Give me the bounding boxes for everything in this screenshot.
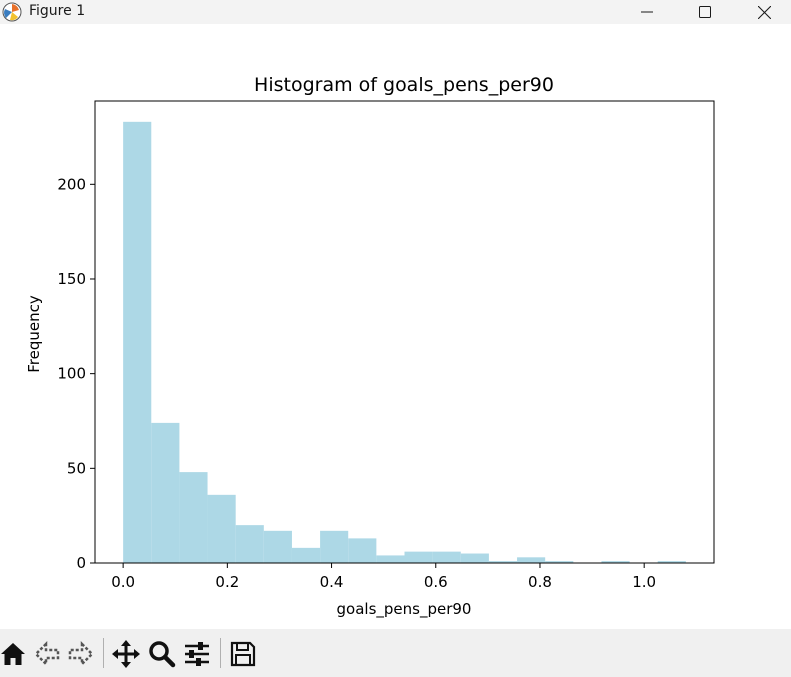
histogram-bar [657,561,686,563]
save-icon [230,641,256,667]
histogram-bar [432,551,461,563]
histogram-bar [263,530,292,563]
histogram-bar [376,555,405,563]
histogram-bar [123,121,152,563]
minimize-icon [641,11,653,13]
toolbar-separator [103,638,104,668]
histogram-bar [601,561,630,563]
histogram-bar [517,557,546,563]
window-title: Figure 1 [29,3,86,19]
histogram-bar [235,525,264,563]
y-tick-label: 50 [67,459,86,477]
histogram-bar [151,422,180,563]
close-icon [757,5,771,19]
histogram-chart: 0.0 0.2 0.4 0.6 0.8 1.0 0 50 100 150 200 Histogra… [25,74,715,619]
y-tick-label: 100 [57,365,86,383]
x-tick-label: 1.0 [632,573,656,591]
configure-subplots-button[interactable] [181,637,213,671]
matplotlib-icon [2,2,22,22]
back-button[interactable] [31,637,63,671]
toolbar-separator [220,638,221,668]
histogram-bar [320,530,349,563]
histogram-bar [488,561,518,563]
y-tick-label: 150 [57,270,86,288]
y-axis-label: Frequency [25,295,43,373]
y-axis-ticks: 0 50 100 150 200 [57,175,95,572]
histogram-bar [179,472,208,563]
save-button[interactable] [227,637,259,671]
x-tick-label: 0.6 [424,573,448,591]
close-button[interactable] [741,0,787,24]
histogram-bar [460,553,489,563]
forward-arrow-icon [68,640,94,668]
histogram-bar [291,547,321,563]
x-tick-label: 0.2 [215,573,239,591]
minimize-button[interactable] [624,0,670,24]
x-tick-label: 0.8 [528,573,552,591]
maximize-button[interactable] [682,0,728,24]
forward-button[interactable] [65,637,97,671]
maximize-icon [699,6,711,18]
x-axis-ticks: 0.0 0.2 0.4 0.6 0.8 1.0 [111,563,656,591]
home-icon [1,643,25,665]
window-titlebar: Figure 1 [0,0,791,24]
y-tick-label: 200 [57,175,86,193]
back-arrow-icon [34,640,60,668]
zoom-button[interactable] [146,637,178,671]
x-axis-label: goals_pens_per90 [337,600,472,619]
histogram-bar [404,551,433,563]
zoom-icon [149,641,176,668]
y-tick-label: 0 [76,554,86,572]
histogram-bar [545,561,574,563]
histogram-bar [207,494,236,563]
x-tick-label: 0.0 [111,573,135,591]
bars-group [123,121,686,563]
axes-frame [94,100,715,564]
chart-title: Histogram of goals_pens_per90 [254,74,554,96]
figure-canvas[interactable]: 0.0 0.2 0.4 0.6 0.8 1.0 0 50 100 150 200 Histogra… [0,29,791,629]
home-button[interactable] [0,637,29,671]
histogram-bar [348,538,377,563]
move-icon [112,640,140,668]
x-tick-label: 0.4 [320,573,344,591]
pan-button[interactable] [110,637,142,671]
sliders-icon [185,642,209,666]
